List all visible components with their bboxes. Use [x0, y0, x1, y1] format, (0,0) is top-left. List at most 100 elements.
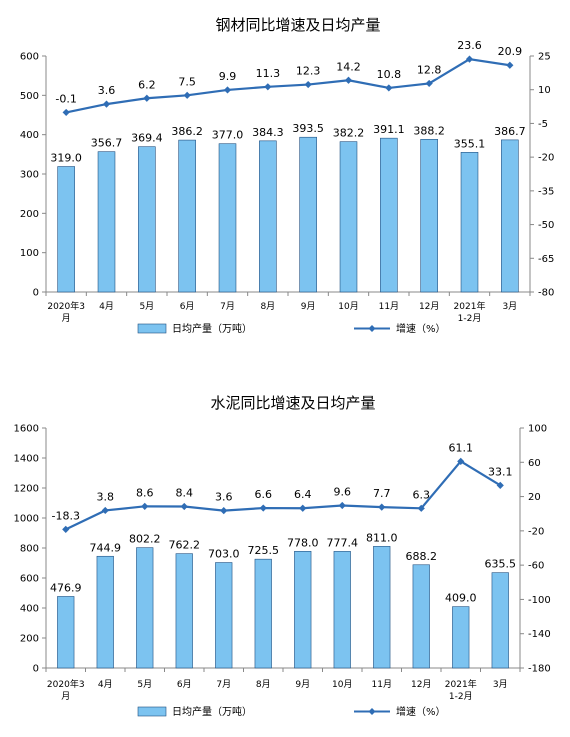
growth-value-label: 9.6	[334, 485, 352, 498]
growth-value-label: 12.3	[296, 65, 321, 78]
bar-value-label: 802.2	[129, 533, 161, 546]
right-tick-label: -100	[528, 595, 551, 606]
bar	[136, 547, 154, 669]
growth-point	[506, 61, 514, 69]
bar	[294, 550, 312, 669]
growth-value-label: 6.4	[294, 488, 312, 501]
category-label: 8月	[256, 679, 271, 690]
left-tick-label: 600	[20, 52, 39, 63]
bar	[333, 551, 351, 669]
category-label-line2: 月	[62, 313, 71, 324]
bar-value-label: 377.0	[212, 129, 244, 142]
bar-value-label: 388.2	[413, 124, 445, 137]
category-label: 2021年	[454, 300, 486, 312]
growth-point	[220, 507, 228, 515]
legend-line-label: 增速（%）	[396, 322, 446, 335]
right-tick-label: -65	[538, 254, 554, 265]
bar	[339, 141, 358, 293]
bar-value-label: 688.2	[406, 550, 438, 563]
growth-value-label: 11.3	[256, 67, 281, 80]
bar-value-label: 762.2	[169, 539, 201, 552]
right-tick-label: -50	[538, 220, 554, 231]
right-tick-label: -20	[528, 526, 544, 537]
growth-value-label: -18.3	[52, 509, 80, 522]
left-tick-label: 200	[20, 634, 39, 645]
legend-bar-swatch	[137, 323, 167, 334]
legend-line-marker	[368, 325, 376, 332]
right-tick-label: -5	[538, 119, 548, 130]
growth-value-label: 7.5	[178, 75, 196, 88]
legend-line-marker	[368, 708, 376, 715]
chart-title: 钢材同比增速及日均产量	[215, 16, 380, 34]
growth-value-label: 6.2	[138, 78, 156, 91]
bar-value-label: 744.9	[90, 541, 122, 554]
chart-title: 水泥同比增速及日均产量	[210, 394, 375, 412]
category-label: 8月	[260, 301, 275, 312]
bar	[299, 136, 317, 293]
bar-value-label: 703.0	[208, 548, 240, 561]
bar	[96, 555, 114, 669]
growth-line	[65, 459, 501, 531]
bar	[215, 562, 233, 669]
left-tick-label: 400	[20, 604, 39, 615]
growth-point	[62, 525, 70, 533]
bar-value-label: 384.3	[252, 126, 284, 139]
bar-value-label: 778.0	[287, 536, 319, 549]
right-tick-label: -80	[538, 288, 554, 299]
category-label: 7月	[216, 679, 231, 690]
left-tick-label: 1200	[14, 484, 39, 495]
growth-point	[223, 86, 232, 94]
growth-point	[264, 83, 272, 91]
growth-value-label: 3.8	[97, 490, 115, 503]
category-label: 11月	[372, 679, 392, 690]
left-tick-label: 400	[20, 130, 39, 141]
growth-value-label: 8.6	[136, 486, 154, 499]
bar	[138, 146, 156, 293]
right-tick-label: -180	[528, 664, 551, 675]
growth-value-label: 6.3	[413, 488, 431, 501]
bar	[491, 572, 509, 669]
growth-point	[62, 108, 70, 117]
bar-value-label: 725.5	[248, 544, 280, 557]
right-tick-label: 10	[538, 85, 551, 96]
bar-value-label: 386.2	[171, 125, 203, 138]
category-label: 5月	[139, 301, 154, 312]
growth-point	[183, 91, 191, 99]
left-tick-label: 500	[20, 91, 39, 102]
category-label: 4月	[99, 301, 114, 312]
growth-value-label: 9.9	[219, 70, 237, 83]
bar-value-label: 356.7	[91, 137, 123, 150]
bar	[57, 596, 75, 669]
bar-value-label: 355.1	[454, 137, 486, 150]
growth-value-label: 7.7	[373, 487, 391, 500]
category-label: 9月	[301, 301, 316, 312]
left-tick-label: 600	[20, 574, 39, 585]
category-label: 11月	[379, 301, 399, 312]
left-tick-label: 0	[33, 664, 39, 675]
growth-point	[259, 504, 267, 512]
category-label-line2: 1-2月	[449, 691, 473, 702]
category-label: 2020年3	[47, 300, 85, 312]
bar	[254, 558, 272, 669]
legend-bar-label: 日均产量（万吨）	[172, 322, 252, 335]
left-tick-label: 300	[20, 170, 39, 181]
bar	[97, 151, 116, 293]
growth-point	[338, 501, 346, 510]
category-label: 3月	[493, 679, 508, 690]
growth-value-label: 33.1	[488, 465, 513, 478]
category-label: 5月	[137, 679, 152, 690]
left-tick-label: 1400	[14, 454, 39, 465]
right-tick-label: -20	[538, 153, 554, 164]
growth-value-label: 14.2	[336, 60, 361, 73]
category-label: 12月	[419, 301, 439, 312]
bar	[57, 166, 75, 293]
growth-value-label: 61.1	[449, 441, 474, 454]
growth-point	[496, 481, 504, 489]
legend-bar-label: 日均产量（万吨）	[172, 705, 252, 718]
growth-point	[102, 100, 111, 108]
bar	[178, 139, 196, 293]
category-label: 10月	[332, 679, 352, 690]
bar-value-label: 777.4	[327, 536, 359, 549]
bar-value-label: 476.9	[50, 581, 82, 594]
left-tick-label: 200	[20, 209, 39, 220]
